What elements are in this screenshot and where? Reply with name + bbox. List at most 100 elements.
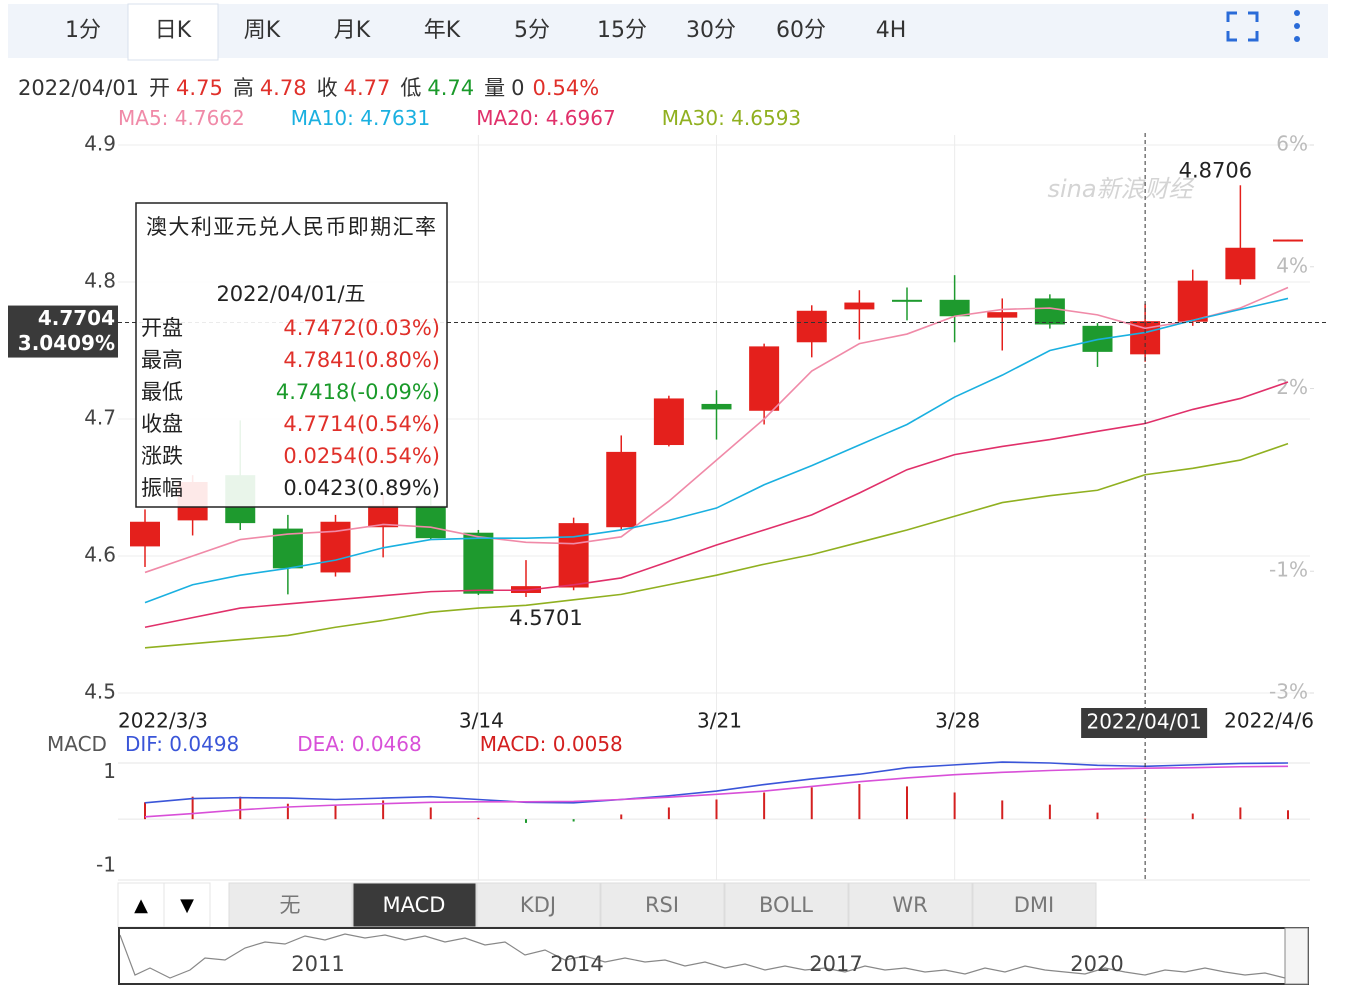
text-part: 高 — [233, 76, 254, 100]
indicator-tab-label: KDJ — [520, 893, 556, 917]
macd-y-tick-label: 1 — [103, 759, 116, 783]
navigator-handle[interactable] — [1284, 927, 1309, 985]
candle-body — [749, 346, 780, 411]
tooltip-title: 澳大利亚元兑人民币即期汇率 — [146, 215, 436, 239]
candle-body — [1225, 247, 1256, 280]
tooltip-label: 收盘 — [141, 412, 183, 436]
crosshair-pct: 3.0409% — [18, 331, 115, 355]
indicator-tab[interactable] — [848, 882, 973, 928]
text-part: DEA: 0.0468 — [297, 732, 421, 756]
tab[interactable]: 周K — [244, 18, 281, 43]
tooltip-label: 开盘 — [141, 316, 183, 340]
indicator-tab-label: RSI — [645, 893, 679, 917]
arrow-label: ▼ — [180, 895, 194, 916]
tab[interactable]: 年K — [424, 18, 461, 43]
text-part: 4.74 — [427, 76, 474, 100]
candle-body — [987, 312, 1018, 318]
text-part: 4.78 — [260, 76, 307, 100]
text-part: MACD — [47, 732, 107, 756]
text-part: DIF: 0.0498 — [125, 732, 239, 756]
macd-line — [144, 761, 1289, 804]
y2-tick-label: 6% — [1276, 132, 1308, 156]
candle-body — [796, 310, 827, 343]
tab[interactable]: 月K — [334, 18, 371, 43]
text-part: MACD: 0.0058 — [480, 732, 623, 756]
indicator-tab[interactable] — [476, 882, 601, 928]
text-part: MA5: 4.7662 — [118, 106, 245, 130]
navigator-label: 2014 — [550, 952, 603, 976]
indicator-tab-label: BOLL — [759, 893, 813, 917]
indicator-tab[interactable] — [600, 882, 725, 928]
tab-bar — [8, 4, 1328, 58]
extreme-label: 4.8706 — [1179, 158, 1252, 182]
crosshair-date: 2022/04/01 — [1086, 710, 1201, 734]
text-part: 0 — [511, 76, 524, 100]
tooltip-label: 最低 — [141, 380, 183, 404]
crosshair-price-box — [8, 305, 118, 358]
extreme-label: 4.5701 — [509, 606, 582, 630]
x-tick-label: 3/28 — [935, 709, 980, 733]
candle-body — [701, 403, 732, 410]
quote-line: 2022/04/01 开 4.75 高 4.78 收 4.77 低 4.74 量 0 0.54% — [18, 76, 599, 100]
tooltip-value: 0.0254(0.54%) — [283, 444, 440, 468]
indicator-tab-label: DMI — [1014, 893, 1054, 917]
macd-line — [144, 765, 1289, 818]
candle-body — [606, 451, 637, 528]
y-tick-label: 4.7 — [84, 406, 116, 430]
tab[interactable]: 日K — [155, 18, 192, 43]
y-tick-label: 4.5 — [84, 680, 116, 704]
text-part: 0.54% — [532, 76, 599, 100]
ma-line — [144, 442, 1289, 649]
candle-body — [415, 505, 446, 539]
candle-body — [844, 302, 875, 310]
watermark: sina新浪财经 — [1047, 175, 1195, 203]
candle-body — [939, 299, 970, 317]
x-tick-label: 2022/3/3 — [118, 709, 208, 733]
crosshair-date-box — [1081, 708, 1208, 738]
indicator-tab[interactable] — [352, 882, 477, 928]
tooltip-value: 4.7714(0.54%) — [283, 412, 440, 436]
text-part: MA30: 4.6593 — [662, 106, 801, 130]
y-tick-label: 4.8 — [84, 269, 116, 293]
fullscreen-icon[interactable] — [1226, 11, 1259, 42]
candle-body — [1034, 298, 1065, 325]
tab[interactable]: 1分 — [65, 18, 101, 43]
indicator-tab[interactable] — [228, 882, 353, 928]
y2-tick-label: 2% — [1276, 375, 1308, 399]
text-part: MA10: 4.7631 — [291, 106, 430, 130]
tab[interactable]: 15分 — [597, 18, 647, 43]
text-part: 4.77 — [344, 76, 391, 100]
active-tab — [127, 3, 219, 61]
text-part: 量 — [484, 76, 505, 100]
navigator-label: 2011 — [291, 952, 344, 976]
navigator-label: 2017 — [809, 952, 862, 976]
ma-line — [144, 286, 1289, 574]
arrow-button[interactable] — [163, 882, 211, 928]
indicator-tab-label: 无 — [280, 893, 301, 917]
navigator-label: 2020 — [1070, 952, 1123, 976]
tab[interactable]: 30分 — [686, 18, 736, 43]
tab[interactable]: 4H — [876, 18, 907, 43]
tab[interactable]: 60分 — [776, 18, 826, 43]
candle-body — [558, 523, 589, 588]
tooltip-value: 4.7418(-0.09%) — [276, 380, 440, 404]
y2-tick-label: 4% — [1276, 253, 1308, 277]
indicator-tab[interactable] — [972, 882, 1097, 928]
menu-icon[interactable] — [1294, 10, 1300, 42]
y-tick-label: 4.9 — [84, 132, 116, 156]
x-tick-label: 2022/4/6 — [1224, 709, 1314, 733]
text-part: 2022/04/01 — [18, 76, 139, 100]
tab[interactable]: 5分 — [514, 18, 550, 43]
tooltip-box — [135, 202, 448, 508]
ma-line — [144, 297, 1289, 604]
text-part: 收 — [317, 76, 338, 100]
indicator-tab[interactable] — [724, 882, 849, 928]
text-part: 低 — [400, 76, 421, 100]
text-part: MA20: 4.6967 — [476, 106, 615, 130]
indicator-tab-label: WR — [892, 893, 927, 917]
y-tick-label: 4.6 — [84, 543, 116, 567]
candle-body — [1273, 239, 1303, 242]
tooltip-label: 振幅 — [141, 476, 183, 500]
ma-legend: MA5: 4.7662 MA10: 4.7631 MA20: 4.6967 MA30:… — [118, 106, 801, 130]
